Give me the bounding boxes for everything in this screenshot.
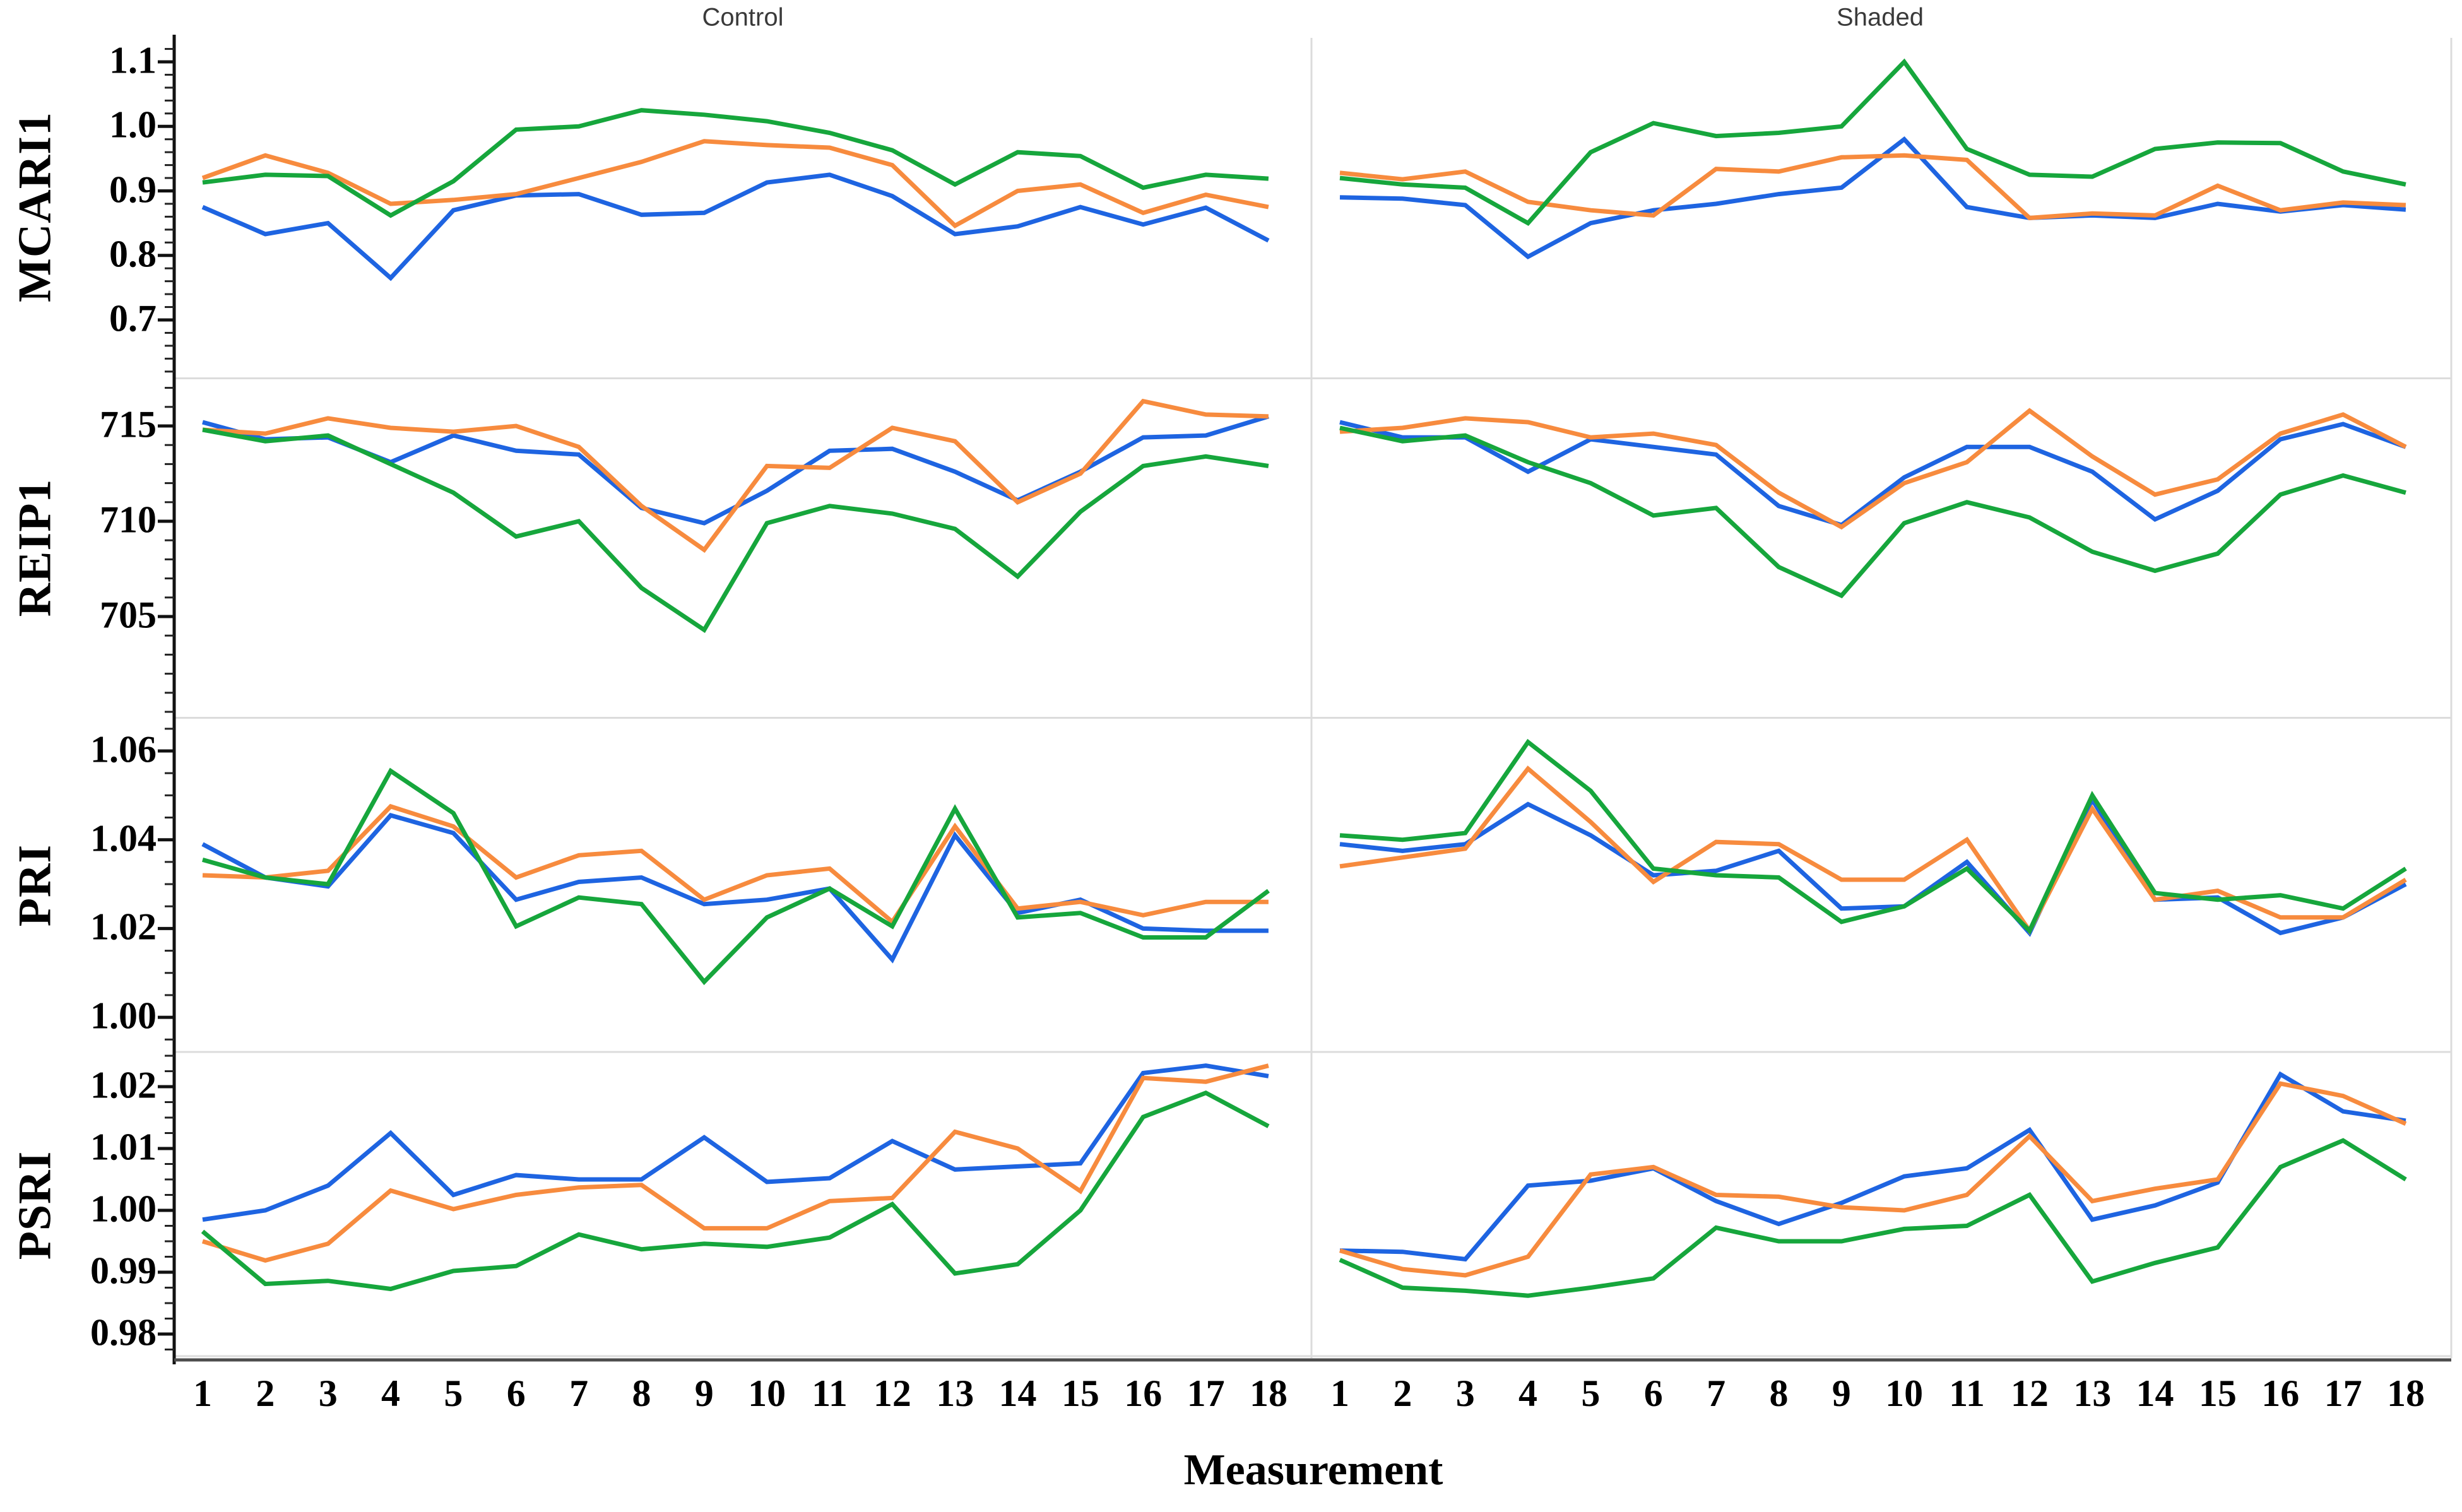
series-line-mcari1-shaded-orange [1339,153,2406,220]
x-tick-label-shaded-10: 10 [1885,1373,1924,1414]
x-tick-label-shaded-4: 4 [1518,1373,1538,1414]
y-tick-label-reip1-705: 705 [100,594,157,636]
series-line-mcari1-shaded-green [1339,58,2406,227]
series-line-reip1-shaded-green [1339,425,2406,599]
x-tick-label-control-9: 9 [694,1373,714,1414]
x-tick-label-control-17: 17 [1187,1373,1225,1414]
x-tick-label-control-14: 14 [998,1373,1037,1414]
series-line-reip1-shaded-orange [1339,408,2407,530]
x-tick-label-shaded-16: 16 [2261,1373,2300,1414]
x-tick-label-control-10: 10 [748,1373,786,1414]
x-tick-label-shaded-2: 2 [1393,1373,1412,1414]
series-line-reip1-control-green [202,427,1269,634]
y-tick-label-mcari1-0.8: 0.8 [109,233,157,275]
y-tick-label-mcari1-0.7: 0.7 [109,297,157,340]
series-line-psri-control-blue [202,1063,1269,1222]
y-tick-label-mcari1-1.1: 1.1 [109,39,157,81]
x-tick-label-shaded-14: 14 [2136,1373,2174,1414]
series-line-pri-shaded-blue [1339,795,2407,937]
series-line-mcari1-control-green [202,108,1269,218]
x-tick-label-shaded-6: 6 [1643,1373,1663,1414]
x-axis-title: Measurement [1183,1446,1443,1494]
x-tick-label-shaded-8: 8 [1769,1373,1789,1414]
y-tick-label-psri-0.99: 0.99 [90,1249,157,1292]
x-tick-label-control-18: 18 [1249,1373,1287,1414]
y-tick-label-psri-1.00: 1.00 [90,1188,157,1230]
series-line-psri-control-green [201,1090,1270,1292]
series-line-pri-shaded-green [1339,738,2407,935]
x-tick-label-shaded-1: 1 [1330,1373,1349,1414]
x-tick-label-shaded-9: 9 [1832,1373,1851,1414]
x-tick-label-control-13: 13 [936,1373,974,1414]
y-tick-label-reip1-710: 710 [100,499,157,541]
x-tick-label-control-1: 1 [193,1373,212,1414]
y-tick-label-pri-1.02: 1.02 [90,906,157,948]
series-line-reip1-shaded-blue [1339,420,2407,528]
series-line-pri-control-green [202,767,1270,986]
x-tick-label-control-2: 2 [256,1373,275,1414]
y-tick-label-pri-1.04: 1.04 [90,817,157,859]
series-line-pri-control-orange [202,803,1269,926]
x-tick-label-control-15: 15 [1061,1373,1099,1414]
x-tick-label-control-3: 3 [318,1373,338,1414]
series-line-psri-shaded-blue [1339,1071,2406,1262]
x-tick-label-control-16: 16 [1124,1373,1163,1414]
x-tick-label-control-6: 6 [506,1373,526,1414]
x-tick-label-control-5: 5 [444,1373,463,1414]
x-tick-label-shaded-5: 5 [1581,1373,1601,1414]
series-line-psri-shaded-orange [1339,1081,2407,1278]
series-line-mcari1-shaded-blue [1339,136,2406,259]
x-tick-label-control-12: 12 [873,1373,911,1414]
series-line-mcari1-control-orange [201,139,1269,229]
y-tick-label-reip1-715: 715 [100,403,157,446]
x-tick-label-shaded-7: 7 [1707,1373,1726,1414]
panel-title-control: Control [702,3,784,32]
y-tick-label-psri-1.02: 1.02 [90,1064,157,1106]
y-tick-label-pri-1.00: 1.00 [90,995,157,1037]
x-tick-label-control-8: 8 [632,1373,651,1414]
y-tick-label-mcari1-1.0: 1.0 [109,103,157,146]
series-line-pri-shaded-orange [1339,765,2407,935]
series-line-mcari1-control-blue [201,172,1270,281]
x-tick-label-shaded-11: 11 [1949,1373,1985,1414]
y-tick-label-psri-0.98: 0.98 [90,1311,157,1354]
y-tick-label-pri-1.06: 1.06 [90,728,157,771]
x-tick-label-shaded-18: 18 [2386,1373,2425,1414]
x-tick-label-shaded-3: 3 [1455,1373,1475,1414]
x-tick-label-shaded-15: 15 [2198,1373,2237,1414]
x-tick-label-control-7: 7 [569,1373,589,1414]
x-tick-label-control-4: 4 [381,1373,401,1414]
x-tick-label-control-11: 11 [812,1373,848,1414]
series-line-psri-control-orange [201,1063,1269,1263]
panel-title-shaded: Shaded [1837,3,1924,32]
y-tick-label-psri-1.01: 1.01 [90,1126,157,1168]
series-line-psri-shaded-green [1339,1138,2407,1298]
x-tick-label-shaded-12: 12 [2010,1373,2049,1414]
x-tick-label-shaded-13: 13 [2073,1373,2112,1414]
series-line-reip1-control-orange [202,398,1269,553]
y-tick-label-mcari1-0.9: 0.9 [109,168,157,211]
x-tick-label-shaded-17: 17 [2324,1373,2362,1414]
